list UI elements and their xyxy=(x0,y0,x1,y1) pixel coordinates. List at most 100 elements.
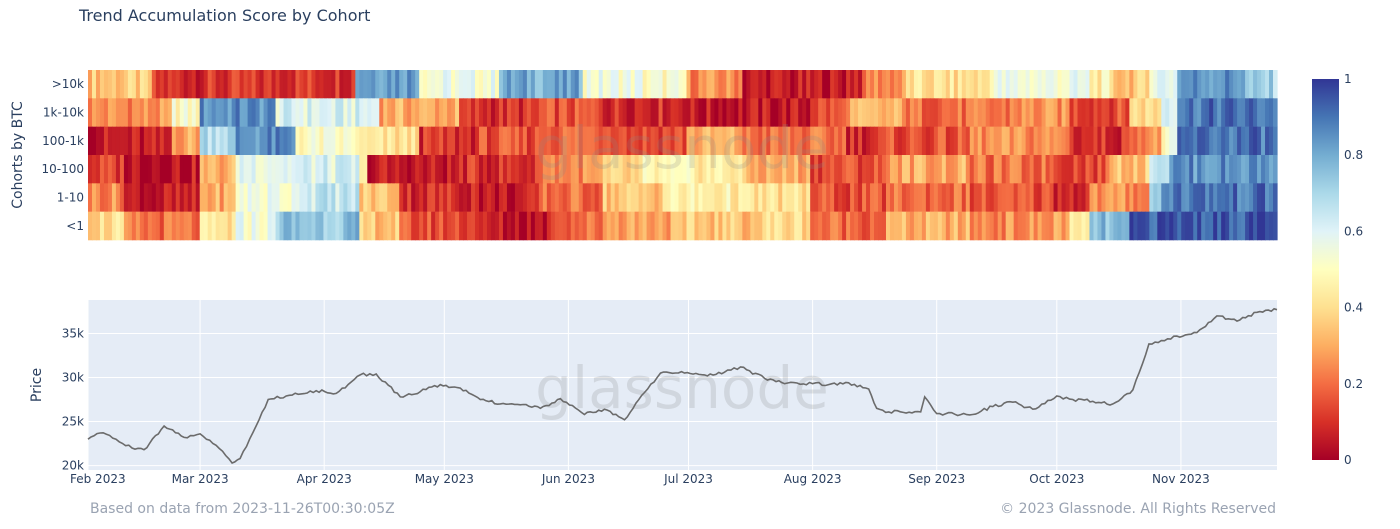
heatmap-cell xyxy=(1085,126,1091,156)
heatmap-cell xyxy=(786,155,791,184)
heatmap-cell xyxy=(526,183,532,212)
heatmap-cell xyxy=(1217,70,1222,99)
heatmap-cell xyxy=(167,70,173,99)
heatmap-cell xyxy=(802,183,807,212)
heatmap-cell xyxy=(303,155,309,184)
heatmap-cell xyxy=(88,98,93,127)
heatmap-cell xyxy=(1273,126,1278,156)
heatmap-cell xyxy=(455,211,460,241)
heatmap-cell xyxy=(790,126,795,156)
heatmap-cell xyxy=(343,70,348,99)
heatmap-cell xyxy=(702,98,708,127)
heatmap-cell xyxy=(1125,183,1130,212)
heatmap-cell xyxy=(1021,98,1027,127)
heatmap-cell xyxy=(909,70,915,99)
heatmap-cell xyxy=(1153,155,1158,184)
heatmap-cell xyxy=(494,183,500,212)
heatmap-cell xyxy=(471,211,476,241)
heatmap-cell xyxy=(758,98,763,127)
heatmap-cell xyxy=(439,155,444,184)
heatmap-cell xyxy=(1257,155,1262,184)
heatmap-cell xyxy=(762,98,767,127)
heatmap-cell xyxy=(1161,98,1166,127)
heatmap-cell xyxy=(351,183,356,212)
heatmap-cell xyxy=(921,183,927,212)
heatmap-cell xyxy=(758,183,763,212)
heatmap-cell xyxy=(814,98,819,127)
heatmap-cell xyxy=(538,126,544,156)
heatmap-cell xyxy=(826,70,831,99)
heatmap-cell xyxy=(459,98,464,127)
heatmap-cell xyxy=(1097,126,1103,156)
heatmap-cell xyxy=(1253,98,1258,127)
heatmap-cell xyxy=(155,155,161,184)
heatmap-cell xyxy=(1037,155,1043,184)
heatmap-cell xyxy=(590,70,596,99)
heatmap-cell xyxy=(1013,183,1019,212)
heatmap-cell xyxy=(1237,126,1242,156)
heatmap-cell xyxy=(810,211,815,241)
heatmap-cell xyxy=(139,211,145,241)
heatmap-cell xyxy=(1193,183,1198,212)
heatmap-cell xyxy=(199,155,205,184)
heatmap-cell xyxy=(726,211,731,241)
heatmap-cell xyxy=(594,155,600,184)
heatmap-cell xyxy=(1025,211,1031,241)
heatmap-cell xyxy=(814,211,819,241)
heatmap-cell xyxy=(143,183,149,212)
heatmap-cell xyxy=(215,211,221,241)
heatmap-cell xyxy=(1061,70,1067,99)
heatmap-cell xyxy=(1273,98,1278,127)
heatmap-cell xyxy=(203,126,209,156)
heatmap-cell xyxy=(897,126,903,156)
heatmap-cell xyxy=(319,183,325,212)
heatmap-cell xyxy=(506,155,512,184)
heatmap-cell xyxy=(662,211,668,241)
heatmap-cell xyxy=(363,155,368,184)
heatmap-cell xyxy=(107,126,113,156)
heatmap-cell xyxy=(367,126,372,156)
heatmap-cell xyxy=(526,70,532,99)
heatmap-cell xyxy=(642,155,648,184)
heatmap-cell xyxy=(794,98,799,127)
heatmap-cell xyxy=(1101,98,1107,127)
heatmap-cell xyxy=(1117,155,1122,184)
heatmap-cell xyxy=(893,155,899,184)
heatmap-cell xyxy=(395,183,400,212)
heatmap-cell xyxy=(574,211,580,241)
heatmap-cell xyxy=(546,183,552,212)
heatmap-cell xyxy=(1057,155,1063,184)
heatmap-cell xyxy=(961,126,967,156)
heatmap-cell xyxy=(279,211,285,241)
heatmap-cell xyxy=(167,98,173,127)
heatmap-cell xyxy=(490,126,496,156)
heatmap-cell xyxy=(1225,126,1230,156)
heatmap-cell xyxy=(981,155,987,184)
heatmap-cell xyxy=(1061,211,1067,241)
heatmap-cell xyxy=(546,126,552,156)
heatmap-cell xyxy=(139,70,145,99)
heatmap-cell xyxy=(283,183,289,212)
heatmap-cell xyxy=(834,155,839,184)
price-x-tick-label: Jun 2023 xyxy=(541,472,595,486)
heatmap-y-tick-label: 1k-10k xyxy=(43,106,84,120)
heatmap-cell xyxy=(99,98,105,127)
heatmap-cell xyxy=(578,70,584,99)
heatmap-cell xyxy=(259,98,265,127)
heatmap-cell xyxy=(1269,155,1274,184)
heatmap-cell xyxy=(538,155,544,184)
heatmap-cell xyxy=(917,211,923,241)
price-y-tick-label: 35k xyxy=(62,326,84,340)
heatmap-cell xyxy=(223,70,229,99)
heatmap-cell xyxy=(786,211,791,241)
heatmap-cell xyxy=(443,211,448,241)
heatmap-cell xyxy=(195,70,201,99)
heatmap-cell xyxy=(239,98,245,127)
heatmap-cell xyxy=(267,211,273,241)
heatmap-cell xyxy=(91,183,97,212)
heatmap-cell xyxy=(514,155,520,184)
heatmap-cell xyxy=(494,211,500,241)
heatmap-cell xyxy=(191,155,197,184)
heatmap-cell xyxy=(399,211,404,241)
